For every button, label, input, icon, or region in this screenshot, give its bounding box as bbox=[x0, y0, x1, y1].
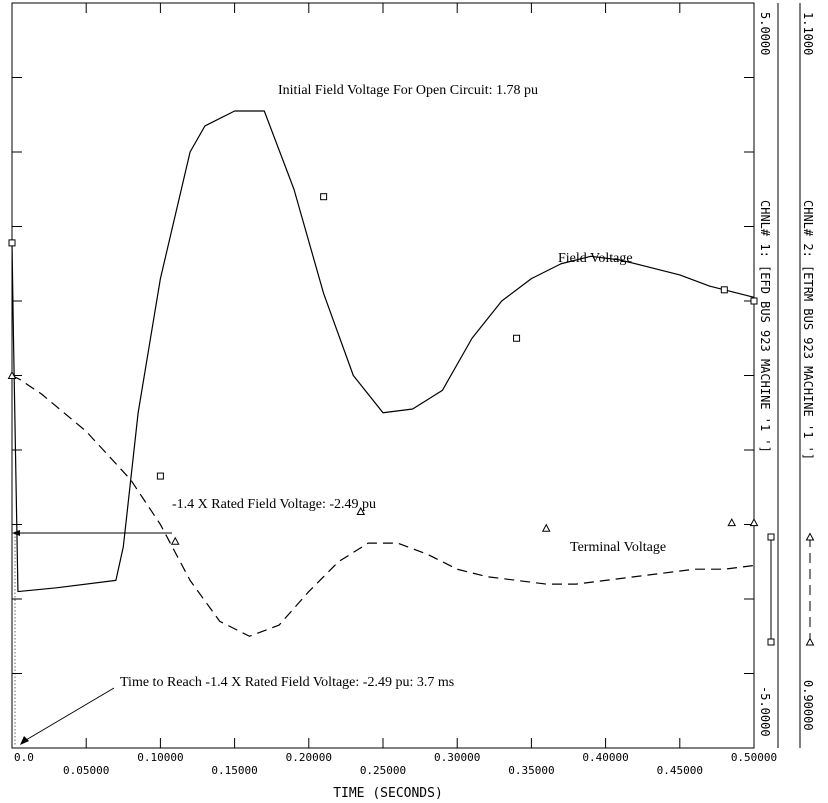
channel1-legend-sample bbox=[767, 533, 775, 646]
series-1-marker bbox=[513, 334, 521, 342]
x-tick-label: 0.50000 bbox=[731, 751, 777, 764]
series-2-marker bbox=[7, 370, 17, 379]
series-1-marker bbox=[320, 193, 328, 201]
legend2-marker bbox=[805, 532, 815, 541]
legend1-marker bbox=[767, 533, 775, 541]
x-tick-label: 0.40000 bbox=[582, 751, 628, 764]
x-tick-label: 0.30000 bbox=[434, 751, 480, 764]
series-line-2 bbox=[11, 374, 755, 637]
time-to-reach-arrow bbox=[25, 687, 115, 741]
x-tick-label: 0.45000 bbox=[657, 764, 703, 777]
series-1-marker bbox=[156, 472, 164, 480]
channel1-axis-max: 5.0000 bbox=[758, 12, 772, 55]
x-tick-labels: 0.0 0.05000 0.10000 0.15000 0.20000 0.25000 0.… bbox=[14, 751, 777, 777]
x-ticks bbox=[11, 3, 755, 748]
x-axis-label: TIME (SECONDS) bbox=[333, 786, 443, 801]
x-tick-label: 0.15000 bbox=[211, 764, 257, 777]
x-tick-label: 0.10000 bbox=[137, 751, 183, 764]
annotation-terminal-voltage: Terminal Voltage bbox=[570, 540, 666, 555]
channel2-axis-min: 0.90000 bbox=[801, 680, 815, 731]
series-2-marker bbox=[541, 523, 551, 532]
x-tick-label: 0.0 bbox=[14, 751, 34, 764]
channel1-name: CHNL# 1: [EFD BUS 923 MACHINE '1 '] bbox=[758, 200, 772, 453]
annotation-field-voltage: Field Voltage bbox=[558, 251, 633, 266]
annotation-initial-field-voltage: Initial Field Voltage For Open Circuit: … bbox=[278, 83, 538, 98]
series-2-marker bbox=[356, 506, 366, 515]
series-group bbox=[7, 110, 759, 637]
x-tick-label: 0.35000 bbox=[508, 764, 554, 777]
channel1-axis-min: -5.0000 bbox=[758, 686, 772, 737]
series-line-1 bbox=[11, 110, 755, 593]
series-1-marker bbox=[8, 239, 16, 247]
x-tick-label: 0.25000 bbox=[360, 764, 406, 777]
annotation-rated-field-voltage: -1.4 X Rated Field Voltage: -2.49 pu bbox=[172, 497, 376, 512]
channel2-name: CHNL# 2: [ETRM BUS 923 MACHINE '1 '] bbox=[801, 200, 815, 460]
x-tick-label: 0.20000 bbox=[286, 751, 332, 764]
series-1-marker bbox=[720, 286, 728, 294]
channel2-legend-sample bbox=[805, 532, 815, 646]
plot-frame bbox=[11, 2, 755, 749]
series-2-marker bbox=[170, 536, 180, 545]
legend1-marker bbox=[767, 638, 775, 646]
annotations: Initial Field Voltage For Open Circuit: … bbox=[12, 83, 666, 745]
y-ticks bbox=[12, 2, 754, 749]
annotation-time-to-reach: Time to Reach -1.4 X Rated Field Voltage… bbox=[120, 675, 454, 690]
x-tick-label: 0.05000 bbox=[63, 764, 109, 777]
rated-voltage-arrowhead bbox=[12, 530, 20, 536]
series-1-marker bbox=[750, 297, 758, 305]
series-2-marker bbox=[749, 518, 759, 527]
series-2-marker bbox=[727, 518, 737, 527]
time-to-reach-arrowhead bbox=[20, 736, 29, 745]
channel2-axis-max: 1.1000 bbox=[801, 12, 815, 55]
legend2-marker bbox=[805, 637, 815, 646]
